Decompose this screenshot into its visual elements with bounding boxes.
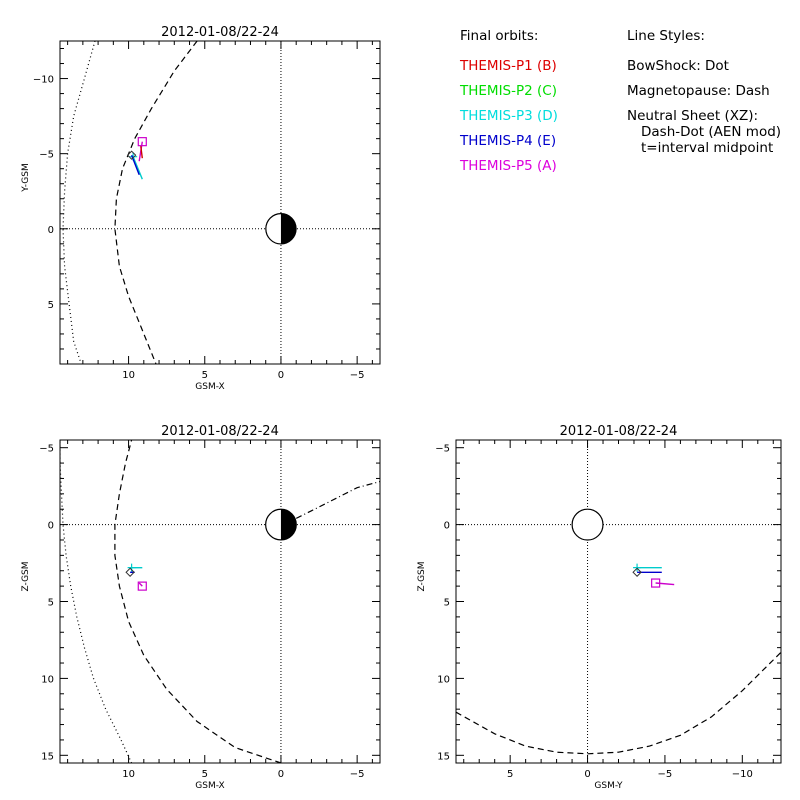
orbit-p5 — [651, 578, 675, 588]
plot-area — [60, 41, 380, 364]
y-axis-label: Z-GSM — [417, 561, 427, 591]
magnetopause-line — [456, 651, 781, 755]
plot-panel-xy: 10 5 0 −5 −10 −5 0 5 2012-01-08/22-24 GSM-X Y-GSM — [21, 25, 381, 392]
earth-circle — [571, 508, 604, 541]
legend-styles-title: Line Styles: — [627, 28, 705, 44]
y-tick-label: 15 — [41, 751, 54, 762]
orbit-p1 — [140, 146, 143, 159]
legend-style-bowshock: BowShock: Dot — [627, 58, 729, 74]
y-tick-label: −5 — [39, 444, 54, 455]
panel-title: 2012-01-08/22-24 — [560, 424, 678, 439]
legend-item-p1: THEMIS-P1 (B) — [459, 58, 557, 74]
legend-style-neutral-sheet: Neutral Sheet (XZ): — [627, 108, 758, 124]
y-axis-label: Z-GSM — [21, 561, 31, 591]
x-tick-label: −5 — [350, 370, 365, 381]
x-tick-label: 0 — [584, 769, 590, 780]
y-tick-label: 5 — [444, 598, 450, 609]
x-tick-label: 0 — [278, 370, 284, 381]
y-tick-label: 15 — [437, 751, 450, 762]
orbit-marker-diamond — [125, 567, 135, 577]
orbit-track-p1 — [140, 146, 143, 159]
y-tick-label: −5 — [435, 444, 450, 455]
x-tick-label: 5 — [202, 370, 208, 381]
plot-area — [456, 440, 781, 763]
panel-title: 2012-01-08/22-24 — [161, 424, 279, 439]
orbit-p4 — [632, 567, 662, 577]
orbit-marker-diamond — [126, 150, 137, 160]
orbit-p4 — [125, 567, 135, 577]
earth-night-side — [280, 213, 297, 244]
y-tick-label: 10 — [437, 674, 450, 685]
x-tick-label: −10 — [732, 769, 753, 780]
x-axis-label: GSM-X — [195, 781, 224, 791]
x-tick-label: 10 — [122, 769, 135, 780]
plot-panel-yz: 5 0 −5 −10 −5 0 5 10 15 2012-01-08/22-24 GSM-Y Z-GS… — [417, 424, 782, 791]
orbit-p5 — [137, 581, 147, 591]
orbit-track-p5 — [655, 582, 675, 586]
legend-item-p4: THEMIS-P4 (E) — [459, 133, 556, 149]
y-tick-label: −5 — [39, 150, 54, 161]
legend-style-dash-dot: Dash-Dot (AEN mod) — [641, 124, 781, 140]
legend-style-magnetopause: Magnetopause: Dash — [627, 83, 770, 99]
x-axis-label: GSM-X — [195, 382, 224, 392]
plot-frame — [59, 439, 381, 764]
legend-item-p2: THEMIS-P2 (C) — [459, 83, 557, 99]
x-tick-label: 5 — [202, 769, 208, 780]
x-axis-label: GSM-Y — [594, 781, 623, 791]
orbit-marker-square — [137, 581, 147, 591]
y-tick-label: 0 — [444, 521, 450, 532]
y-tick-label: 0 — [48, 225, 54, 236]
x-tick-label: 10 — [122, 370, 135, 381]
y-tick-label: −10 — [33, 75, 54, 86]
legend-style-midpoint: t=interval midpoint — [641, 140, 773, 156]
legend: Final orbits: THEMIS-P1 (B) THEMIS-P2 (C… — [459, 28, 781, 174]
neutral-sheet-line — [295, 480, 380, 519]
legend-item-p5: THEMIS-P5 (A) — [459, 158, 557, 174]
orbit-p3 — [633, 563, 662, 572]
orbit-track-p5 — [138, 141, 143, 162]
x-tick-label: −5 — [350, 769, 365, 780]
orbit-marker-square — [651, 578, 661, 588]
bow-shock-line — [62, 41, 96, 364]
legend-orbits-title: Final orbits: — [460, 28, 538, 44]
panel-title: 2012-01-08/22-24 — [161, 25, 279, 40]
magnetopause-line — [114, 440, 282, 763]
orbit-track-p5 — [138, 582, 143, 587]
y-tick-label: 5 — [48, 300, 54, 311]
bow-shock-line — [60, 440, 133, 763]
y-tick-label: 0 — [48, 521, 54, 532]
orbit-p4 — [126, 150, 140, 175]
plot-panel-xz: 10 5 0 −5 −5 0 5 10 15 2012-01-08/22-24 GSM-X Z-GSM — [21, 424, 381, 791]
y-tick-label: 5 — [48, 598, 54, 609]
orbit-track-p3 — [132, 156, 143, 180]
earth-night-side — [280, 509, 297, 540]
plot-frame — [455, 439, 782, 764]
legend-item-p3: THEMIS-P3 (D) — [459, 108, 558, 124]
magnetopause-line — [114, 41, 198, 364]
y-axis-label: Y-GSM — [21, 163, 31, 192]
orbit-p5 — [137, 137, 147, 162]
orbit-marker-square — [137, 137, 147, 147]
x-tick-label: −5 — [658, 769, 673, 780]
y-tick-label: 10 — [41, 674, 54, 685]
x-tick-label: 0 — [278, 769, 284, 780]
plot-frame — [59, 40, 381, 365]
orbit-p3 — [127, 563, 143, 572]
x-tick-label: 5 — [507, 769, 513, 780]
orbit-marker-diamond — [632, 567, 642, 577]
plot-area — [60, 440, 380, 763]
